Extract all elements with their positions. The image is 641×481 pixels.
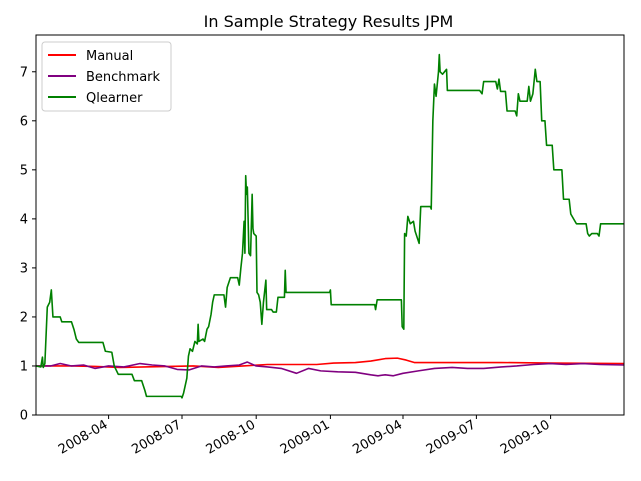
series-line-manual — [36, 357, 624, 369]
y-tick-label: 7 — [20, 65, 28, 80]
y-tick-label: 4 — [20, 212, 28, 227]
y-tick-label: 5 — [20, 163, 28, 178]
plot-area — [36, 53, 624, 399]
y-tick-label: 6 — [20, 114, 28, 129]
legend: Manual Benchmark Qlearner — [41, 41, 172, 112]
x-tick-label: 2008-10 — [204, 417, 259, 457]
y-axis: 0 1 2 3 4 5 6 7 — [20, 65, 36, 424]
legend-box — [41, 41, 172, 112]
series-line-benchmark — [36, 361, 624, 377]
axes-frame — [35, 34, 625, 416]
y-tick-label: 1 — [20, 359, 28, 374]
legend-label-manual: Manual — [86, 49, 133, 64]
x-tick-label: 2009-01 — [278, 417, 333, 457]
x-tick-label: 2009-07 — [424, 417, 479, 457]
legend-label-benchmark: Benchmark — [86, 70, 161, 85]
x-tick-label: 2009-10 — [498, 417, 553, 457]
y-tick-label: 3 — [20, 261, 28, 276]
chart-title: In Sample Strategy Results JPM — [204, 12, 454, 31]
y-tick-label: 2 — [20, 310, 28, 325]
legend-label-qlearner: Qlearner — [86, 91, 143, 106]
series-line-qlearner — [36, 53, 624, 399]
x-tick-label: 2008-04 — [56, 417, 111, 457]
x-axis: 2008-04 2008-07 2008-10 2009-01 2009-04 2009-… — [56, 415, 553, 458]
x-tick-label: 2008-07 — [129, 417, 184, 457]
y-tick-label: 0 — [20, 409, 28, 424]
x-tick-label: 2009-04 — [350, 417, 405, 457]
